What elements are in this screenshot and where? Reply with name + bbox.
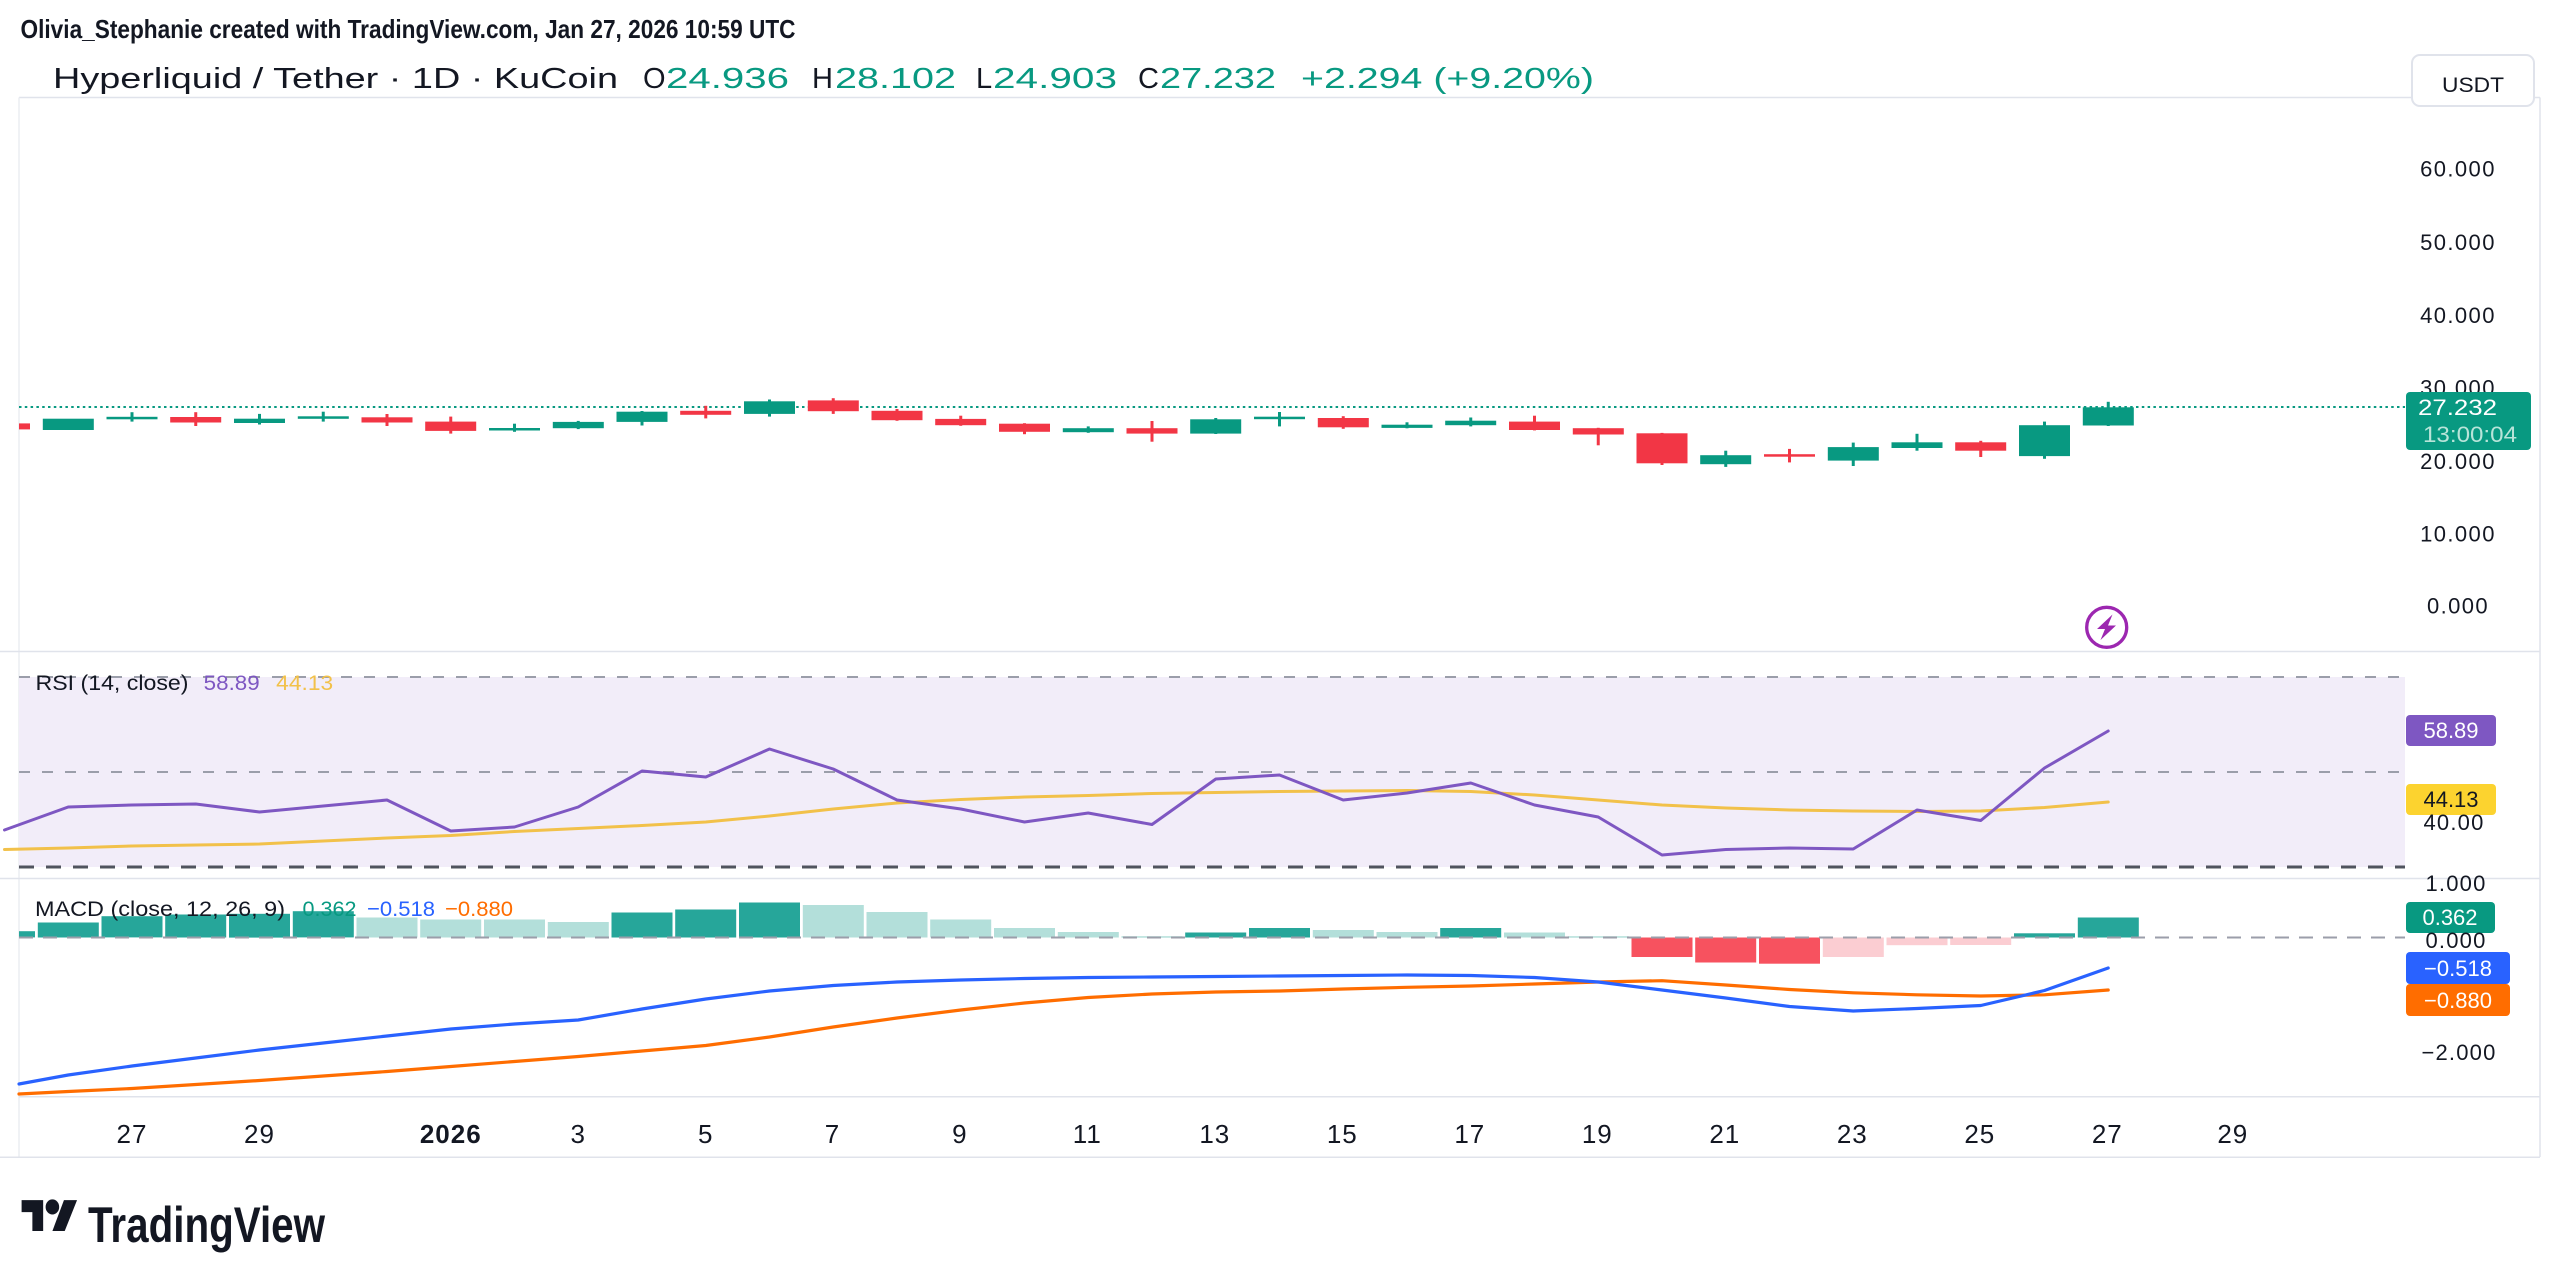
svg-text:28.102: 28.102 — [835, 63, 956, 95]
svg-text:3: 3 — [571, 1119, 586, 1149]
svg-text:24.903: 24.903 — [993, 63, 1117, 95]
svg-text:0.000: 0.000 — [2427, 593, 2489, 618]
svg-text:20.000: 20.000 — [2420, 449, 2496, 474]
svg-text:−0.518: −0.518 — [2424, 956, 2492, 981]
svg-text:9: 9 — [952, 1119, 967, 1149]
svg-text:1.000: 1.000 — [2425, 871, 2486, 896]
svg-text:−0.880: −0.880 — [445, 897, 513, 921]
svg-text:24.936: 24.936 — [666, 63, 789, 95]
svg-text:60.000: 60.000 — [2420, 157, 2496, 182]
svg-text:27: 27 — [117, 1119, 148, 1149]
svg-text:13: 13 — [1199, 1119, 1230, 1149]
svg-text:25: 25 — [1964, 1119, 1995, 1149]
svg-text:27: 27 — [2092, 1119, 2123, 1149]
svg-text:0.362: 0.362 — [2422, 905, 2477, 930]
svg-text:MACD (close, 12, 26, 9): MACD (close, 12, 26, 9) — [35, 897, 285, 921]
svg-text:L: L — [976, 63, 992, 95]
svg-text:−2.000: −2.000 — [2421, 1040, 2496, 1065]
svg-text:27.232: 27.232 — [2418, 395, 2497, 420]
svg-text:RSI (14, close): RSI (14, close) — [36, 671, 189, 695]
svg-text:0.362: 0.362 — [303, 897, 357, 921]
svg-text:13:00:04: 13:00:04 — [2423, 422, 2517, 447]
svg-text:58.89: 58.89 — [2423, 718, 2478, 743]
svg-text:Hyperliquid / Tether · 1D · Ku: Hyperliquid / Tether · 1D · KuCoin — [53, 63, 618, 95]
svg-text:C: C — [1138, 63, 1159, 95]
svg-text:29: 29 — [244, 1119, 275, 1149]
svg-text:0.000: 0.000 — [2425, 928, 2486, 953]
svg-text:15: 15 — [1327, 1119, 1358, 1149]
svg-text:40.000: 40.000 — [2420, 303, 2496, 328]
svg-text:23: 23 — [1837, 1119, 1868, 1149]
svg-text:2026: 2026 — [420, 1119, 482, 1149]
svg-text:−0.518: −0.518 — [367, 897, 435, 921]
svg-text:7: 7 — [825, 1119, 840, 1149]
svg-text:44.13: 44.13 — [276, 671, 333, 695]
svg-text:−0.880: −0.880 — [2424, 988, 2492, 1013]
svg-text:+2.294 (+9.20%): +2.294 (+9.20%) — [1301, 63, 1594, 95]
svg-text:H: H — [812, 63, 833, 95]
svg-text:17: 17 — [1454, 1119, 1485, 1149]
svg-text:11: 11 — [1073, 1119, 1102, 1149]
svg-text:50.000: 50.000 — [2420, 230, 2496, 255]
svg-text:44.13: 44.13 — [2423, 787, 2478, 812]
svg-text:TradingView: TradingView — [88, 1197, 325, 1253]
svg-text:40.00: 40.00 — [2423, 810, 2484, 835]
svg-text:58.89: 58.89 — [204, 671, 260, 695]
svg-text:O: O — [643, 63, 666, 95]
svg-text:10.000: 10.000 — [2420, 521, 2496, 546]
svg-text:Olivia_Stephanie created with: Olivia_Stephanie created with TradingVie… — [21, 14, 796, 44]
svg-text:29: 29 — [2217, 1119, 2248, 1149]
svg-text:19: 19 — [1582, 1119, 1613, 1149]
svg-text:5: 5 — [698, 1119, 713, 1149]
svg-text:USDT: USDT — [2442, 74, 2504, 97]
svg-text:27.232: 27.232 — [1160, 63, 1276, 95]
svg-text:21: 21 — [1709, 1119, 1740, 1149]
